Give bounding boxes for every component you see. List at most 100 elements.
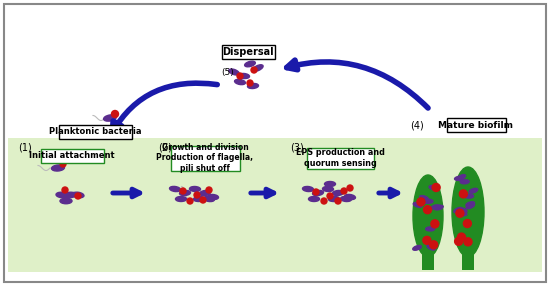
Ellipse shape [460,180,469,184]
Ellipse shape [454,207,462,213]
Ellipse shape [56,192,68,198]
Ellipse shape [194,196,205,202]
Circle shape [75,193,81,199]
Ellipse shape [457,175,465,180]
Ellipse shape [312,190,323,196]
Circle shape [187,198,193,204]
Ellipse shape [324,182,336,186]
Circle shape [463,220,471,228]
FancyBboxPatch shape [170,146,239,170]
Ellipse shape [103,115,117,121]
Circle shape [200,197,206,203]
Ellipse shape [333,190,344,196]
Ellipse shape [344,194,355,200]
Circle shape [247,80,253,86]
Ellipse shape [328,196,339,202]
Ellipse shape [190,186,201,192]
FancyBboxPatch shape [222,45,274,59]
Text: (1): (1) [18,143,32,153]
Ellipse shape [72,192,84,198]
Circle shape [455,237,463,245]
Text: Initial attachment: Initial attachment [29,152,115,160]
Circle shape [341,188,347,194]
Ellipse shape [426,227,434,231]
FancyBboxPatch shape [422,252,434,270]
Ellipse shape [175,196,186,202]
Ellipse shape [429,186,438,190]
Text: Growth and division
Production of flagella,
pili shut off: Growth and division Production of flagel… [157,143,254,173]
Circle shape [424,206,432,214]
Ellipse shape [469,188,478,193]
FancyBboxPatch shape [41,149,103,163]
FancyArrowPatch shape [379,189,398,197]
FancyBboxPatch shape [4,4,546,282]
Ellipse shape [200,190,211,196]
Ellipse shape [452,167,484,257]
Text: (5): (5) [222,67,234,76]
Ellipse shape [248,84,258,89]
Circle shape [347,185,353,191]
Ellipse shape [245,61,255,67]
Ellipse shape [179,190,190,196]
FancyBboxPatch shape [8,138,542,272]
Circle shape [206,187,212,193]
Circle shape [60,161,66,167]
Circle shape [112,110,118,118]
Circle shape [459,190,468,198]
Circle shape [313,189,319,195]
Text: Planktonic bacteria: Planktonic bacteria [49,128,141,136]
FancyBboxPatch shape [58,125,131,139]
Ellipse shape [169,186,180,192]
Ellipse shape [434,205,443,210]
Circle shape [237,73,243,79]
FancyArrowPatch shape [287,60,428,108]
Ellipse shape [413,202,422,207]
Circle shape [456,209,464,217]
Circle shape [423,236,431,244]
Circle shape [180,188,186,194]
Ellipse shape [458,208,467,212]
Circle shape [431,220,439,228]
Circle shape [458,233,465,241]
Circle shape [251,67,257,73]
Ellipse shape [412,245,421,250]
Ellipse shape [302,186,313,192]
Text: Dispersal: Dispersal [222,47,274,57]
Circle shape [321,198,327,204]
FancyBboxPatch shape [447,118,505,132]
Text: EPS production and
quorum sensing: EPS production and quorum sensing [295,148,384,168]
Text: (3): (3) [290,143,304,153]
Circle shape [464,238,472,246]
Ellipse shape [466,202,475,206]
Text: (4): (4) [410,120,424,130]
Ellipse shape [340,196,351,202]
Ellipse shape [207,194,218,200]
Ellipse shape [234,79,245,85]
Circle shape [432,184,440,192]
FancyBboxPatch shape [461,252,475,270]
Circle shape [335,198,341,204]
FancyArrowPatch shape [113,189,140,197]
Circle shape [327,193,333,199]
Ellipse shape [309,196,320,202]
Circle shape [194,192,200,198]
Text: (2): (2) [158,143,172,153]
Ellipse shape [239,74,250,79]
Ellipse shape [466,204,475,209]
FancyArrowPatch shape [112,83,217,132]
FancyArrowPatch shape [251,189,274,197]
Ellipse shape [431,205,441,209]
Ellipse shape [64,192,76,198]
Ellipse shape [427,245,435,250]
Text: Mature biofilm: Mature biofilm [438,120,514,130]
Ellipse shape [322,186,333,192]
Ellipse shape [52,165,64,171]
Ellipse shape [465,194,474,198]
Ellipse shape [420,198,429,203]
Ellipse shape [204,196,214,202]
FancyBboxPatch shape [306,148,373,168]
Ellipse shape [424,199,433,203]
Circle shape [62,187,68,193]
Ellipse shape [420,196,428,200]
Circle shape [417,198,425,206]
